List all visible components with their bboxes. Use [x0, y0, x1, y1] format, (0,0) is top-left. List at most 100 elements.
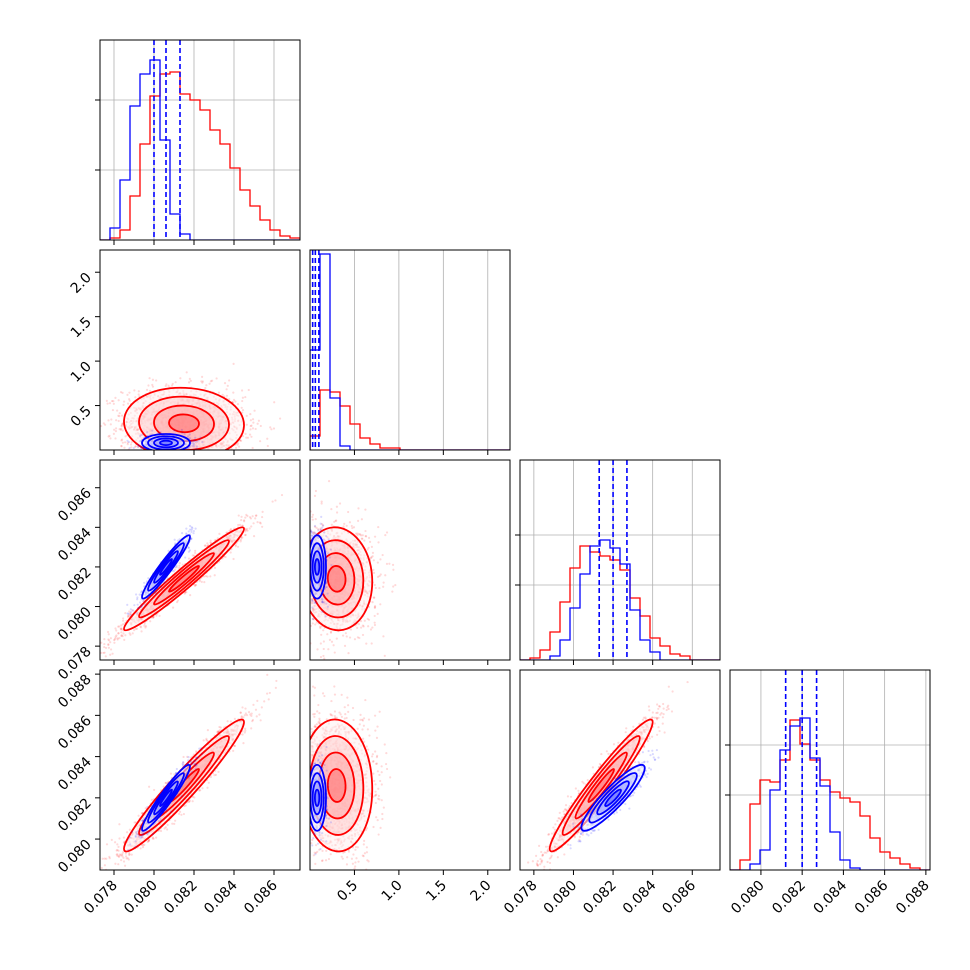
scatter-point-red [120, 425, 123, 428]
scatter-point-red [240, 536, 243, 539]
scatter-point-red [244, 432, 247, 435]
scatter-point-blue [143, 581, 146, 584]
scatter-point-red [100, 641, 103, 644]
scatter-point-blue [190, 526, 193, 529]
scatter-point-red [121, 441, 124, 444]
scatter-point-red [203, 581, 206, 584]
scatter-point-red [188, 377, 191, 380]
scatter-point-red [200, 580, 203, 583]
scatter-point-red [126, 615, 130, 619]
scatter-point-red [248, 433, 252, 436]
scatter-point-red [269, 426, 272, 429]
scatter-point-red [158, 614, 161, 617]
scatter-point-red [114, 396, 117, 399]
scatter-point-red [129, 612, 132, 615]
scatter-point-red [118, 412, 121, 415]
scatter-point-red [148, 377, 151, 380]
scatter-point-blue [196, 440, 199, 443]
scatter-point-red [104, 646, 108, 650]
scatter-point-red [129, 443, 133, 446]
scatter-point-red [251, 427, 255, 430]
scatter-point-red [140, 630, 143, 633]
scatter-point-red [240, 406, 243, 409]
scatter-point-red [213, 574, 216, 577]
scatter-point-blue [139, 445, 142, 448]
scatter-point-red [109, 423, 112, 426]
scatter-point-red [120, 424, 123, 427]
scatter-point-blue [190, 538, 193, 541]
scatter-point-red [134, 627, 137, 631]
scatter-point-red [114, 637, 117, 640]
scatter-point-red [120, 414, 124, 417]
scatter-point-red [108, 639, 111, 642]
scatter-point-red [251, 515, 254, 518]
scatter-point-red [117, 419, 120, 423]
scatter-point-red [279, 417, 282, 420]
scatter-point-red [135, 627, 139, 630]
scatter-point-blue [185, 527, 188, 530]
scatter-point-blue [127, 440, 131, 444]
scatter-point-red [175, 600, 179, 604]
scatter-point-red [249, 419, 252, 422]
scatter-point-red [114, 430, 118, 433]
scatter-point-red [234, 545, 237, 548]
scatter-point-blue [147, 577, 150, 580]
panel-frame [99, 249, 301, 451]
scatter-point-red [126, 393, 129, 396]
scatter-point-red [109, 648, 113, 651]
scatter-point-red [215, 377, 218, 380]
scatter-point-red [126, 441, 129, 444]
scatter-point-blue [126, 439, 129, 442]
scatter-point-red [124, 612, 127, 615]
scatter-point-red [155, 614, 158, 617]
scatter-point-blue [191, 444, 194, 447]
scatter-point-red [120, 438, 124, 441]
scatter-point-red [209, 541, 212, 544]
scatter-point-blue [188, 549, 192, 552]
scatter-point-blue [176, 539, 179, 542]
scatter-point-red [119, 428, 122, 431]
scatter-point-red [194, 551, 197, 555]
scatter-point-red [121, 422, 124, 425]
scatter-point-red [250, 435, 253, 438]
scatter-point-red [237, 514, 240, 517]
scatter-point-red [119, 627, 122, 630]
scatter-point-red [252, 535, 256, 538]
scatter-point-blue [166, 577, 169, 580]
scatter-point-red [204, 386, 207, 390]
scatter-point-red [100, 424, 103, 428]
scatter-point-red [226, 384, 229, 387]
scatter-point-red [147, 384, 150, 387]
scatter-point-blue [192, 442, 195, 445]
scatter-point-blue [174, 542, 177, 545]
scatter-point-blue [184, 556, 187, 559]
scatter-point-red [120, 427, 123, 430]
scatter-point-blue [137, 607, 140, 610]
scatter-point-red [234, 446, 238, 449]
scatter-point-red [116, 409, 119, 412]
scatter-point-red [225, 388, 228, 391]
scatter-point-red [178, 564, 181, 567]
scatter-point-red [103, 642, 106, 646]
scatter-point-red [151, 385, 155, 388]
scatter-point-blue [172, 570, 175, 573]
scatter-point-red [111, 408, 115, 412]
scatter-point-blue [201, 440, 204, 444]
scatter-point-red [223, 382, 227, 385]
scatter-point-blue [183, 433, 186, 436]
scatter-point-red [117, 625, 120, 628]
scatter-point-red [258, 521, 262, 524]
scatter-point-blue [175, 564, 178, 568]
scatter-point-red [120, 445, 123, 448]
scatter-point-red [209, 575, 212, 578]
scatter-point-red [122, 619, 125, 622]
scatter-point-red [126, 402, 130, 405]
scatter-point-red [256, 422, 259, 425]
scatter-point-red [208, 382, 211, 385]
scatter-point-red [151, 378, 155, 381]
scatter-point-blue [129, 610, 133, 614]
scatter-point-blue [128, 446, 131, 450]
scatter-point-red [107, 435, 110, 438]
scatter-point-red [120, 444, 123, 448]
